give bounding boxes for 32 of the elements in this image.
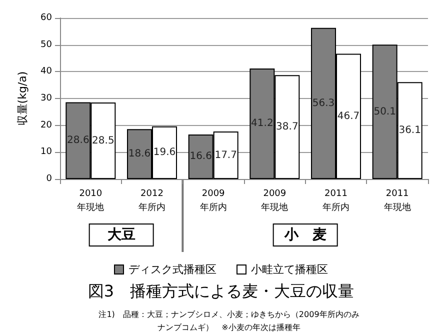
text: 大豆 xyxy=(107,227,136,243)
x-tick-label: 2011年所内 xyxy=(322,189,350,213)
y-axis-title: 収量(kg/a) xyxy=(16,71,29,126)
text: 小 麦 xyxy=(283,227,326,243)
data-label: 50.1 xyxy=(374,106,396,118)
data-label: 41.2 xyxy=(251,118,274,130)
x-tick-label: 2011年現地 xyxy=(384,189,411,213)
x-tick-label: 2012年所内 xyxy=(138,189,166,213)
y-tick-label: 20 xyxy=(40,120,52,130)
y-tick-label: 10 xyxy=(40,147,52,158)
data-label: 18.6 xyxy=(128,148,151,160)
legend-label: ディスク式播種区 xyxy=(128,263,216,276)
y-tick-label: 50 xyxy=(40,40,52,50)
y-tick-label: 40 xyxy=(40,66,52,77)
legend-label: 小畦立て播種区 xyxy=(251,263,328,276)
data-label: 46.7 xyxy=(337,110,360,122)
data-label: 28.6 xyxy=(67,135,90,146)
data-label: 36.1 xyxy=(398,125,421,136)
data-label: 56.3 xyxy=(312,98,335,109)
data-label: 38.7 xyxy=(276,122,298,133)
data-label: 28.5 xyxy=(92,135,114,146)
text: 図3 播種方式による麦・大豆の収量 xyxy=(88,282,354,300)
x-tick-label: 2009年所内 xyxy=(200,189,227,213)
text: 注1) 品種：大豆；ナンブシロメ、小麦；ゆきちから（2009年所内のみナンブコムギ） ※小麦の年次は播種年 xyxy=(98,310,360,332)
data-label: 19.6 xyxy=(153,147,176,158)
data-label: 17.7 xyxy=(214,150,237,161)
y-tick-label: 30 xyxy=(40,94,52,104)
x-tick-label: 2010年現地 xyxy=(77,189,104,213)
x-tick-label: 2009年現地 xyxy=(261,189,288,213)
data-label: 16.6 xyxy=(190,151,212,162)
y-tick-label: 0 xyxy=(46,174,52,184)
y-tick-label: 60 xyxy=(40,13,52,23)
